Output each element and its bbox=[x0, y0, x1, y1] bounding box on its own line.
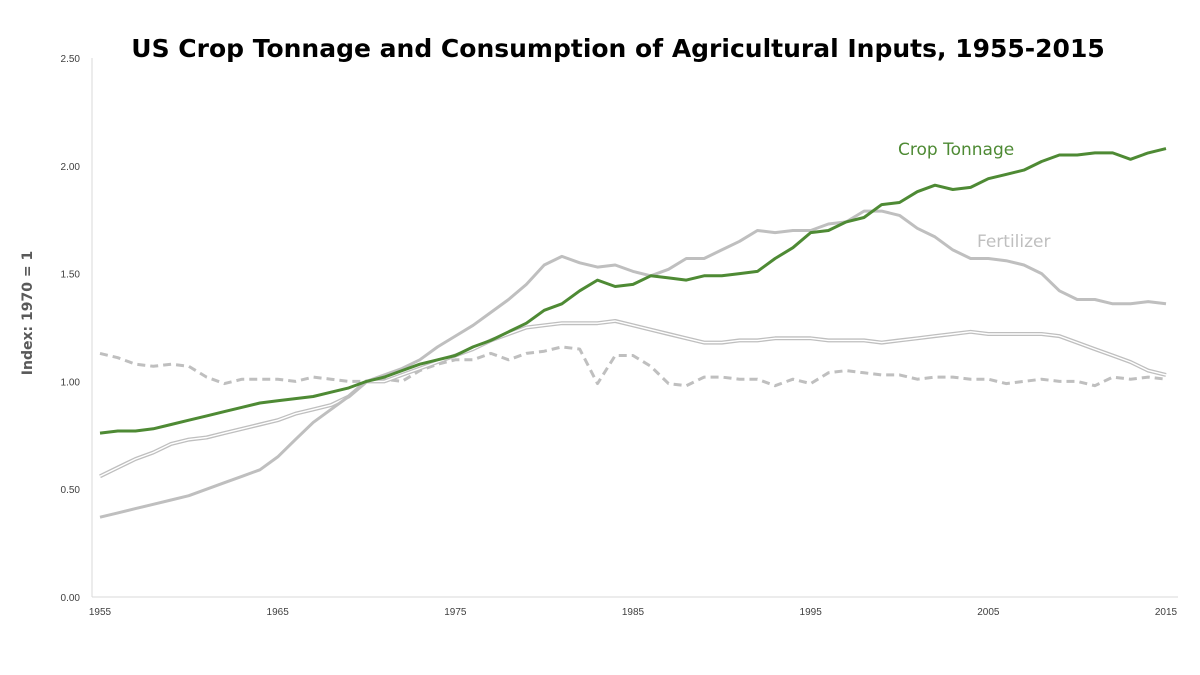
crop-tonnage-label: Crop Tonnage bbox=[898, 140, 1014, 160]
tick-labels: 0.00 0.50 1.00 1.50 2.00 2.50 1955 1965 1975 1985… bbox=[61, 54, 1178, 618]
y-tick-label: 1.00 bbox=[61, 377, 81, 388]
axes bbox=[91, 58, 1178, 598]
x-tick-label: 1995 bbox=[800, 607, 823, 618]
y-tick-label: 0.50 bbox=[61, 485, 81, 496]
x-tick-label: 1975 bbox=[444, 607, 467, 618]
x-tick-label: 1965 bbox=[267, 607, 290, 618]
x-tick-label: 1985 bbox=[622, 607, 645, 618]
x-tick-label: 1955 bbox=[89, 607, 112, 618]
series-3-line-inner bbox=[99, 320, 1167, 477]
crop-tonnage-line bbox=[99, 147, 1167, 435]
fertilizer-line bbox=[99, 209, 1167, 519]
series-lines bbox=[99, 147, 1167, 519]
y-axis-label: Index: 1970 = 1 bbox=[20, 251, 36, 375]
fertilizer-label: Fertilizer bbox=[977, 232, 1051, 252]
series-3-line-outer bbox=[99, 319, 1167, 479]
y-tick-label: 0.00 bbox=[61, 593, 81, 604]
series-4-line bbox=[99, 345, 1167, 388]
chart-title: US Crop Tonnage and Consumption of Agric… bbox=[131, 34, 1104, 63]
y-tick-label: 1.50 bbox=[61, 270, 81, 281]
x-tick-label: 2015 bbox=[1155, 607, 1178, 618]
y-tick-label: 2.00 bbox=[61, 162, 81, 173]
x-tick-label: 2005 bbox=[977, 607, 1000, 618]
series-labels: Crop Tonnage Fertilizer bbox=[898, 140, 1051, 252]
y-tick-label: 2.50 bbox=[61, 54, 81, 65]
series-3-line bbox=[99, 319, 1167, 479]
